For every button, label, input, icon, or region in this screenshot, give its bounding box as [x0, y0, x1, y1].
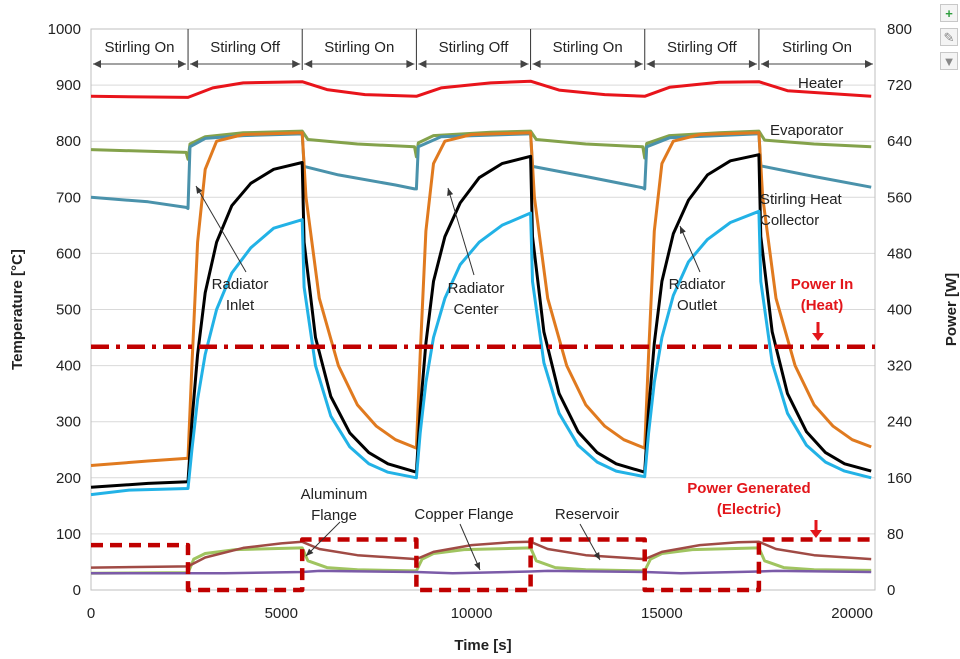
y-right-tick-label: 480	[887, 245, 912, 262]
x-axis-title: Time [s]	[454, 637, 511, 654]
y-right-tick-label: 720	[887, 77, 912, 94]
annotation-reservoir: Reservoir	[555, 506, 619, 523]
annotation-power-in: (Heat)	[801, 297, 844, 314]
y-left-tick-label: 300	[56, 414, 81, 431]
y-left-tick-label: 900	[56, 77, 81, 94]
y-right-tick-label: 80	[887, 526, 904, 543]
chart-filters-button[interactable]: ▼	[940, 52, 958, 70]
x-tick-label: 0	[87, 605, 95, 622]
y-right-tick-label: 0	[887, 582, 895, 599]
phase-arrowhead	[646, 60, 655, 68]
phase-label: Stirling On	[553, 39, 623, 56]
annotation-power-gen: (Electric)	[717, 501, 781, 518]
chart-filters-icon: ▼	[942, 53, 956, 69]
phase-arrowhead	[304, 60, 313, 68]
phase-arrowhead	[634, 60, 643, 68]
x-tick-label: 5000	[265, 605, 298, 622]
pointer-rad-center	[447, 187, 475, 276]
annotation-rad-inlet: Radiator	[212, 276, 269, 293]
chart-styles-button[interactable]: ✎	[940, 28, 958, 46]
y-right-tick-label: 640	[887, 133, 912, 150]
series-line-heater	[90, 79, 872, 99]
phase-arrowhead	[178, 60, 187, 68]
pointer-al-flange	[305, 521, 341, 557]
x-tick-label: 10000	[451, 605, 493, 622]
series-line-cu-flange	[90, 540, 872, 569]
annotation-cu-flange: Copper Flange	[414, 506, 513, 523]
annotation-rad-inlet: Inlet	[226, 297, 255, 314]
y-left-tick-label: 400	[56, 358, 81, 375]
pointer-cu-flange	[459, 523, 481, 571]
series-line-rad-inlet	[90, 131, 872, 467]
annotation-evaporator: Evaporator	[770, 122, 843, 139]
annotation-power-in: Power In	[791, 276, 854, 293]
pointer-rad-outlet	[679, 225, 701, 273]
chart-elements-icon: +	[945, 5, 953, 21]
y-left-tick-label: 600	[56, 245, 81, 262]
pointer-rad-inlet-head	[196, 186, 203, 194]
power-in-arrow-head	[812, 333, 824, 341]
series-line-rad-center	[90, 153, 872, 489]
x-tick-label: 20000	[831, 605, 873, 622]
phase-arrowhead	[748, 60, 757, 68]
phase-label: Stirling Off	[667, 39, 738, 56]
annotation-rad-center: Center	[453, 301, 498, 318]
phase-arrowhead	[93, 60, 101, 68]
y-left-tick-label: 800	[56, 133, 81, 150]
pointer-al-flange-head	[306, 548, 314, 556]
pointer-rad-inlet	[195, 185, 247, 273]
y-right-tick-label: 320	[887, 358, 912, 375]
phase-label: Stirling Off	[439, 39, 510, 56]
annotation-rad-center: Radiator	[448, 280, 505, 297]
y-left-tick-label: 500	[56, 302, 81, 319]
annotation-rad-outlet: Radiator	[669, 276, 726, 293]
x-tick-label: 15000	[641, 605, 683, 622]
phase-arrowhead	[532, 60, 541, 68]
y-left-tick-label: 1000	[48, 21, 81, 38]
y-left-tick-label: 100	[56, 526, 81, 543]
annotation-power-gen: Power Generated	[687, 480, 810, 497]
pointer-cu-flange-head	[474, 562, 480, 570]
series-line-collector	[90, 132, 872, 210]
y-right-tick-label: 400	[887, 302, 912, 319]
power-gen-arrow-head	[810, 530, 822, 538]
phase-arrowhead	[406, 60, 415, 68]
annotation-collector: Stirling Heat	[760, 191, 843, 208]
y-right-axis-title: Power [W]	[943, 273, 960, 346]
phase-arrowhead	[865, 60, 873, 68]
pointer-rad-center-head	[447, 188, 454, 196]
phase-label: Stirling On	[105, 39, 175, 56]
phase-label: Stirling On	[324, 39, 394, 56]
phase-arrowhead	[418, 60, 427, 68]
y-right-tick-label: 560	[887, 189, 912, 206]
y-left-tick-label: 0	[73, 582, 81, 599]
y-left-axis-title: Temperature [°C]	[9, 249, 26, 370]
phase-arrowhead	[190, 60, 199, 68]
y-right-tick-label: 240	[887, 414, 912, 431]
phase-label: Stirling On	[782, 39, 852, 56]
annotation-rad-outlet: Outlet	[677, 297, 718, 314]
annotation-heater: Heater	[798, 75, 843, 92]
series-line-power-gen	[91, 537, 875, 593]
annotation-al-flange: Flange	[311, 507, 357, 524]
chart-styles-icon: ✎	[943, 29, 955, 45]
series-line-rad-outlet	[90, 209, 872, 497]
y-right-tick-label: 800	[887, 21, 912, 38]
phase-arrowhead	[760, 60, 769, 68]
phase-label: Stirling Off	[210, 39, 281, 56]
phase-arrowhead	[520, 60, 529, 68]
annotation-al-flange: Aluminum	[301, 486, 368, 503]
annotation-collector: Collector	[760, 212, 819, 229]
series-line-reservoir	[91, 569, 872, 575]
chart-elements-button[interactable]: +	[940, 4, 958, 22]
y-right-tick-label: 160	[887, 470, 912, 487]
phase-arrowhead	[292, 60, 301, 68]
pointer-reservoir-head	[593, 552, 600, 560]
y-left-tick-label: 700	[56, 189, 81, 206]
series-line-al-flange	[90, 546, 872, 575]
pointer-rad-outlet-head	[680, 226, 686, 234]
y-left-tick-label: 200	[56, 470, 81, 487]
